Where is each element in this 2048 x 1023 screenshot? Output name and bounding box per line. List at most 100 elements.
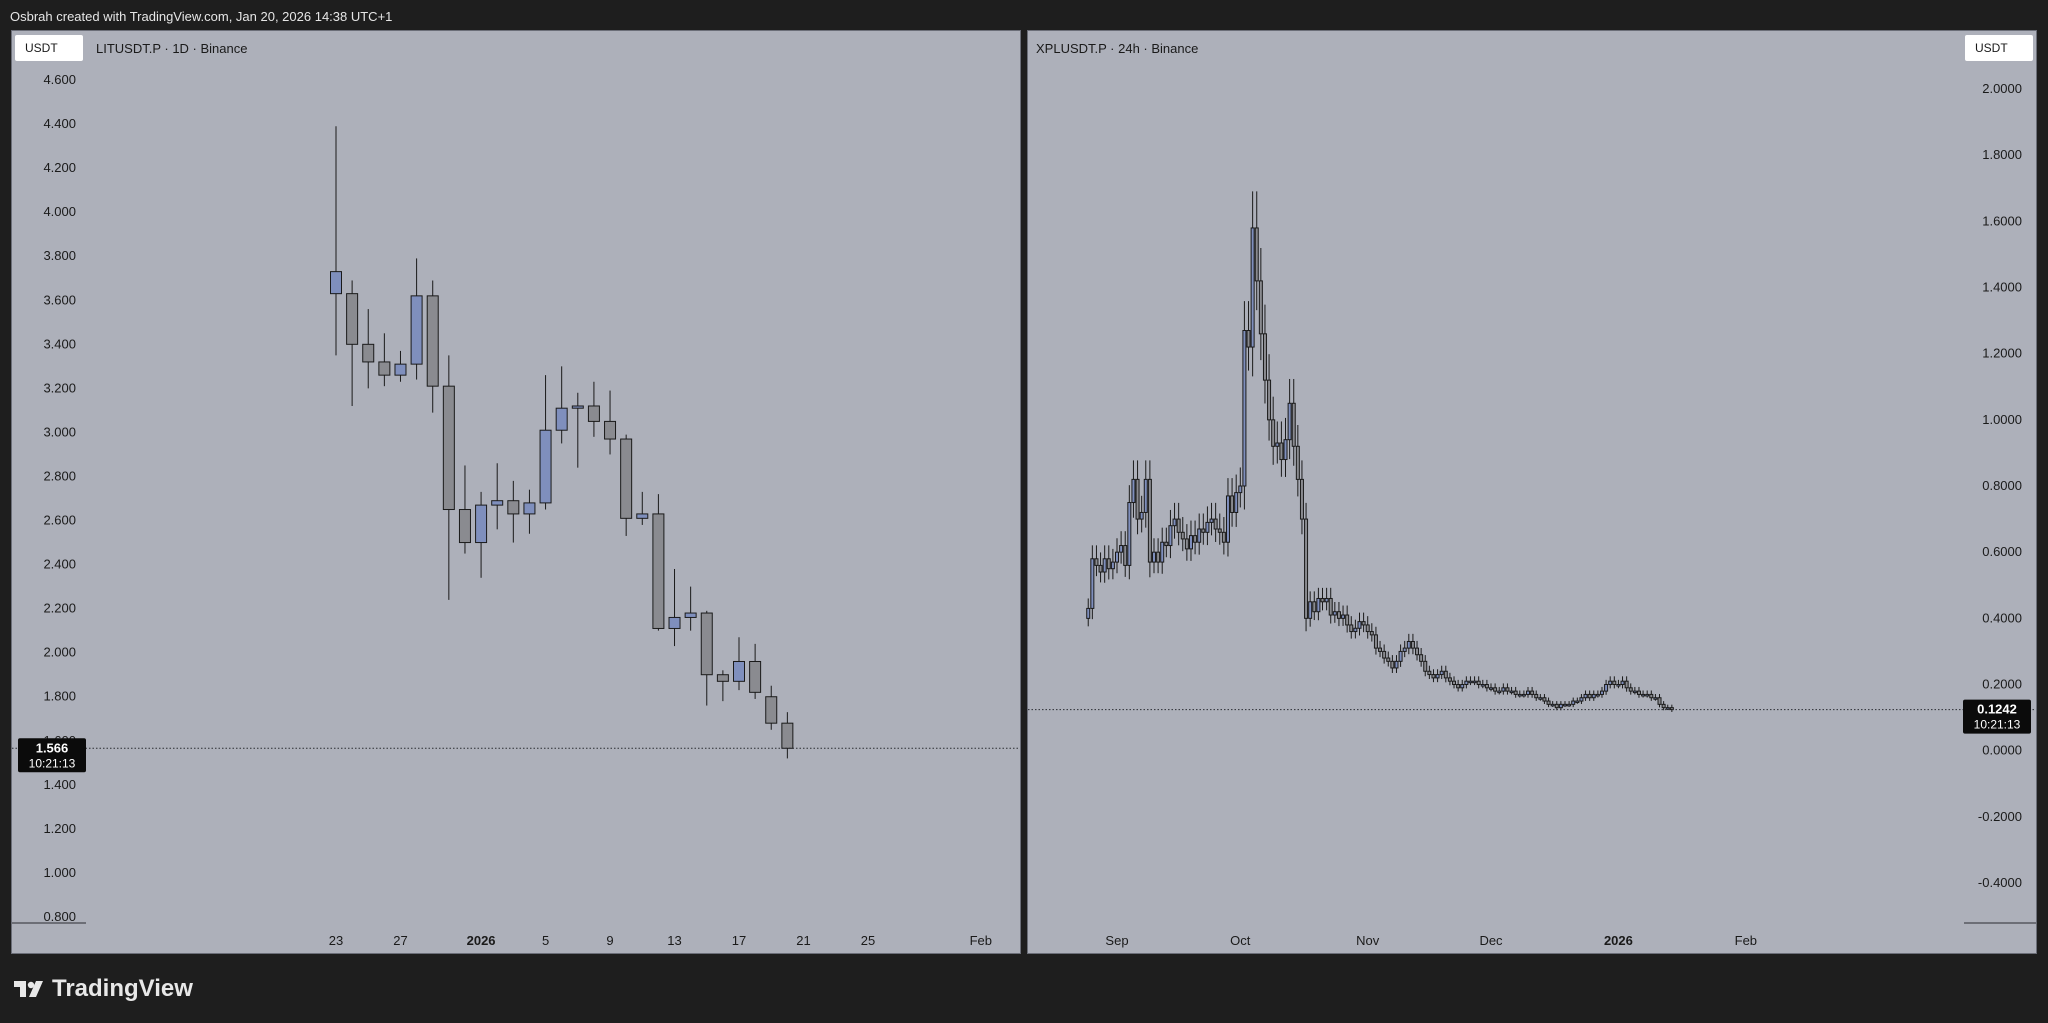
candle[interactable] bbox=[1493, 683, 1498, 695]
candle[interactable] bbox=[620, 434, 633, 536]
candle[interactable] bbox=[733, 637, 745, 691]
candle[interactable] bbox=[1184, 524, 1189, 561]
candle[interactable] bbox=[1657, 694, 1662, 708]
candle[interactable] bbox=[1562, 701, 1567, 707]
candle[interactable] bbox=[1279, 421, 1284, 477]
candle[interactable] bbox=[1127, 485, 1132, 580]
candle[interactable] bbox=[1382, 644, 1387, 664]
candle[interactable] bbox=[1608, 676, 1613, 689]
chart-pane-lit[interactable]: 0.8001.0001.2001.4001.6001.8002.0002.200… bbox=[11, 30, 1021, 954]
candle[interactable] bbox=[1213, 502, 1218, 542]
candle[interactable] bbox=[1604, 679, 1609, 695]
candle[interactable] bbox=[636, 491, 649, 525]
candle[interactable] bbox=[1439, 665, 1444, 680]
candle[interactable] bbox=[1217, 513, 1222, 545]
candle[interactable] bbox=[1538, 694, 1543, 701]
candle[interactable] bbox=[1591, 690, 1596, 701]
candle[interactable] bbox=[1275, 421, 1280, 464]
candle[interactable] bbox=[1447, 672, 1452, 686]
candle[interactable] bbox=[1649, 690, 1654, 701]
candle[interactable] bbox=[1636, 686, 1641, 698]
candle[interactable] bbox=[1324, 587, 1329, 611]
candle[interactable] bbox=[1205, 506, 1210, 546]
candle[interactable] bbox=[1295, 424, 1300, 497]
candle[interactable] bbox=[1472, 676, 1477, 686]
candle[interactable] bbox=[1176, 502, 1181, 546]
candle[interactable] bbox=[1147, 460, 1152, 578]
candle[interactable] bbox=[1394, 655, 1399, 673]
candle[interactable] bbox=[1271, 396, 1276, 465]
candle[interactable] bbox=[378, 333, 391, 387]
candle[interactable] bbox=[1595, 690, 1600, 698]
candle[interactable] bbox=[1632, 686, 1637, 695]
candle[interactable] bbox=[475, 491, 488, 578]
candle[interactable] bbox=[1480, 679, 1485, 689]
candle[interactable] bbox=[1497, 686, 1502, 695]
candle[interactable] bbox=[1620, 676, 1625, 689]
candle[interactable] bbox=[1443, 665, 1448, 683]
candle[interactable] bbox=[1558, 701, 1563, 711]
candle[interactable] bbox=[1505, 683, 1510, 695]
candle[interactable] bbox=[1180, 517, 1185, 552]
candle[interactable] bbox=[346, 280, 359, 406]
candle[interactable] bbox=[781, 712, 794, 759]
candle[interactable] bbox=[1587, 690, 1592, 701]
candle[interactable] bbox=[1353, 619, 1358, 639]
candle[interactable] bbox=[1115, 538, 1119, 574]
xpl-currency-badge[interactable]: USDT bbox=[1965, 35, 2033, 61]
candle[interactable] bbox=[587, 381, 600, 437]
candle[interactable] bbox=[1464, 676, 1469, 689]
candle[interactable] bbox=[1571, 697, 1576, 708]
candle[interactable] bbox=[1517, 690, 1522, 698]
candle[interactable] bbox=[1151, 538, 1156, 574]
candle[interactable] bbox=[1628, 683, 1633, 695]
candle[interactable] bbox=[1312, 591, 1317, 621]
candle[interactable] bbox=[1509, 686, 1514, 695]
candle[interactable] bbox=[1201, 513, 1206, 545]
candle[interactable] bbox=[1575, 697, 1580, 704]
candle[interactable] bbox=[1262, 304, 1267, 404]
candle[interactable] bbox=[1398, 644, 1403, 667]
candle[interactable] bbox=[765, 685, 778, 730]
candle[interactable] bbox=[1653, 694, 1658, 701]
candle[interactable] bbox=[426, 280, 439, 413]
candle[interactable] bbox=[1291, 378, 1296, 466]
candle[interactable] bbox=[1225, 478, 1230, 557]
candle[interactable] bbox=[1098, 552, 1103, 583]
candle[interactable] bbox=[523, 489, 536, 534]
candle[interactable] bbox=[1258, 247, 1263, 361]
candle[interactable] bbox=[1406, 633, 1411, 655]
chart-pane-xpl[interactable]: -0.4000 -0.2000 0.0000 0.2000 0.4000 0.6000 0.… bbox=[1027, 30, 2037, 954]
candle[interactable] bbox=[1086, 598, 1091, 627]
candle[interactable] bbox=[1299, 460, 1304, 535]
candle[interactable] bbox=[458, 465, 471, 554]
candle[interactable] bbox=[1209, 502, 1214, 536]
candle[interactable] bbox=[1476, 676, 1481, 689]
candle[interactable] bbox=[1308, 591, 1313, 627]
candle[interactable] bbox=[1143, 460, 1148, 528]
candle[interactable] bbox=[1669, 704, 1674, 712]
candle[interactable] bbox=[1246, 301, 1251, 371]
candle[interactable] bbox=[1423, 655, 1428, 677]
candle[interactable] bbox=[1131, 460, 1136, 518]
candle[interactable] bbox=[1567, 701, 1572, 707]
candle[interactable] bbox=[1139, 495, 1144, 533]
candle[interactable] bbox=[1328, 587, 1333, 624]
candle[interactable] bbox=[1616, 679, 1621, 689]
candle[interactable] bbox=[1156, 538, 1161, 574]
candle[interactable] bbox=[1197, 513, 1202, 555]
candle[interactable] bbox=[1369, 623, 1374, 642]
candle[interactable] bbox=[1332, 601, 1337, 623]
candle[interactable] bbox=[1349, 616, 1354, 639]
candle[interactable] bbox=[1378, 640, 1383, 658]
candle[interactable] bbox=[1090, 545, 1095, 620]
candle[interactable] bbox=[1168, 509, 1173, 559]
candle[interactable] bbox=[1160, 527, 1165, 574]
candle[interactable] bbox=[1435, 669, 1440, 683]
candle[interactable] bbox=[330, 126, 342, 356]
candle[interactable] bbox=[1624, 676, 1629, 692]
candle[interactable] bbox=[1283, 417, 1288, 477]
candle[interactable] bbox=[1410, 633, 1415, 655]
candle[interactable] bbox=[491, 463, 504, 530]
candle[interactable] bbox=[1254, 191, 1259, 311]
